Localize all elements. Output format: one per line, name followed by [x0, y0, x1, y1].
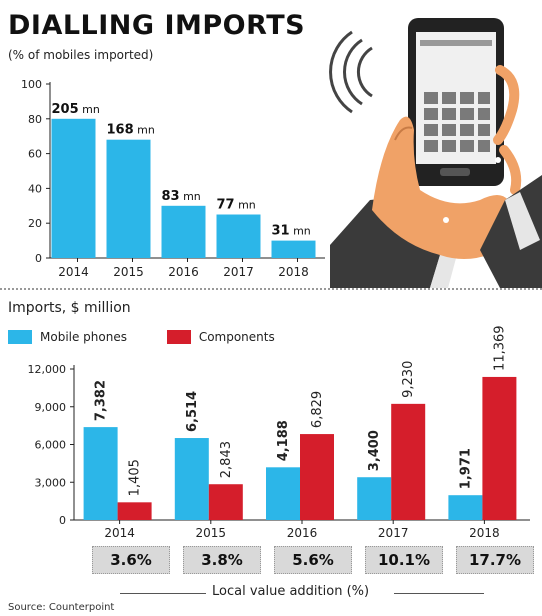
lva-box-2015: 3.8% [183, 546, 261, 574]
bar-2015 [106, 139, 151, 258]
components-label-2017: 9,230 [401, 361, 416, 398]
source-note: Source: Counterpoint [8, 602, 115, 613]
bar-2014 [51, 118, 96, 258]
legend-swatch-mobile [8, 330, 32, 344]
components-bar-2015 [208, 484, 243, 520]
components-label-2014: 1,405 [128, 459, 143, 496]
y-tick-label: 3,000 [35, 476, 67, 489]
y-tick-label: 0 [59, 514, 66, 527]
components-bar-2014 [117, 502, 152, 520]
data-label-value: 31 [272, 224, 290, 239]
mobile-bar-2017 [357, 477, 392, 520]
data-label-value: 168 [107, 123, 134, 138]
components-label-2018: 11,369 [492, 325, 507, 371]
components-bar-2018 [482, 376, 517, 520]
mobile-bar-2015 [174, 438, 209, 520]
y-tick-label: 12,000 [28, 363, 67, 376]
data-label-2015: 168 mn [107, 123, 155, 138]
data-label-unit: mn [79, 103, 100, 116]
imports-chart: 12,000 9,000 6,000 3,000 0 2014 7,382 1,405 2015… [28, 325, 530, 540]
lva-box-2017: 10.1% [365, 546, 443, 574]
x-tick-label: 2014 [58, 265, 89, 279]
data-label-unit: mn [290, 225, 311, 238]
lva-caption: Local value addition (%) [212, 584, 370, 599]
bar-2016 [161, 205, 206, 258]
components-label-2015: 2,843 [219, 441, 234, 478]
lva-line-left [120, 593, 206, 594]
chart-title: DIALLING IMPORTS [8, 10, 306, 41]
lva-line-right [394, 593, 484, 594]
data-label-2014: 205 mn [52, 102, 100, 117]
data-label-value: 205 [52, 102, 79, 117]
data-label-2018: 31 mn [272, 224, 311, 239]
mobiles-imported-chart: 100 80 60 40 20 0 2014 205 mn 2015 168 mn 2016 83 m… [21, 78, 325, 279]
y-tick-label: 9,000 [35, 401, 67, 414]
x-tick-label: 2015 [196, 526, 227, 540]
x-tick-label: 2017 [378, 526, 409, 540]
legend-item-mobile: Mobile phones [8, 330, 127, 344]
data-label-unit: mn [235, 199, 256, 212]
chart-subtitle: (% of mobiles imported) [8, 48, 154, 62]
mobile-bar-2018 [448, 495, 483, 520]
x-tick-label: 2018 [469, 526, 500, 540]
data-label-value: 77 [217, 198, 235, 213]
components-bar-2016 [300, 434, 334, 520]
mobile-label-2018: 1,971 [458, 448, 473, 489]
components-bar-2017 [391, 403, 426, 520]
y-tick-label: 20 [28, 217, 42, 230]
mobile-bar-2016 [266, 467, 300, 520]
hand-holding-smartphone-icon [329, 18, 542, 288]
mobile-label-2017: 3,400 [367, 430, 382, 471]
legend-label-mobile: Mobile phones [40, 330, 127, 344]
mobile-bar-2014 [83, 427, 118, 520]
x-tick-label: 2018 [278, 265, 309, 279]
legend-label-components: Components [198, 330, 275, 344]
mobile-label-2014: 7,382 [94, 380, 109, 421]
components-label-2016: 6,829 [310, 391, 325, 428]
y-tick-label: 6,000 [35, 439, 67, 452]
data-label-2016: 83 mn [162, 189, 201, 204]
legend: Mobile phones Components [8, 330, 311, 347]
legend-swatch-components [166, 330, 191, 344]
section-divider [0, 288, 542, 290]
legend-item-components: Components [166, 330, 275, 344]
x-tick-label: 2017 [223, 265, 254, 279]
x-tick-label: 2014 [104, 526, 135, 540]
y-tick-label: 100 [21, 78, 42, 91]
lva-box-2016: 5.6% [274, 546, 352, 574]
bar-2017 [216, 214, 261, 258]
mobile-label-2016: 4,188 [276, 420, 291, 461]
bar-2018 [271, 240, 316, 258]
lva-box-2018: 17.7% [456, 546, 534, 574]
y-tick-label: 40 [28, 182, 42, 195]
data-label-unit: mn [134, 124, 155, 137]
imports-chart-title: Imports, $ million [8, 300, 131, 316]
y-tick-label: 60 [28, 148, 42, 161]
x-tick-label: 2016 [287, 526, 318, 540]
data-label-2017: 77 mn [217, 198, 256, 213]
x-tick-label: 2015 [113, 265, 144, 279]
y-tick-label: 80 [28, 113, 42, 126]
data-label-value: 83 [162, 189, 180, 204]
y-tick-label: 0 [35, 252, 42, 265]
data-label-unit: mn [180, 190, 201, 203]
x-tick-label: 2016 [168, 265, 199, 279]
lva-box-2014: 3.6% [92, 546, 170, 574]
mobile-label-2015: 6,514 [185, 391, 200, 432]
